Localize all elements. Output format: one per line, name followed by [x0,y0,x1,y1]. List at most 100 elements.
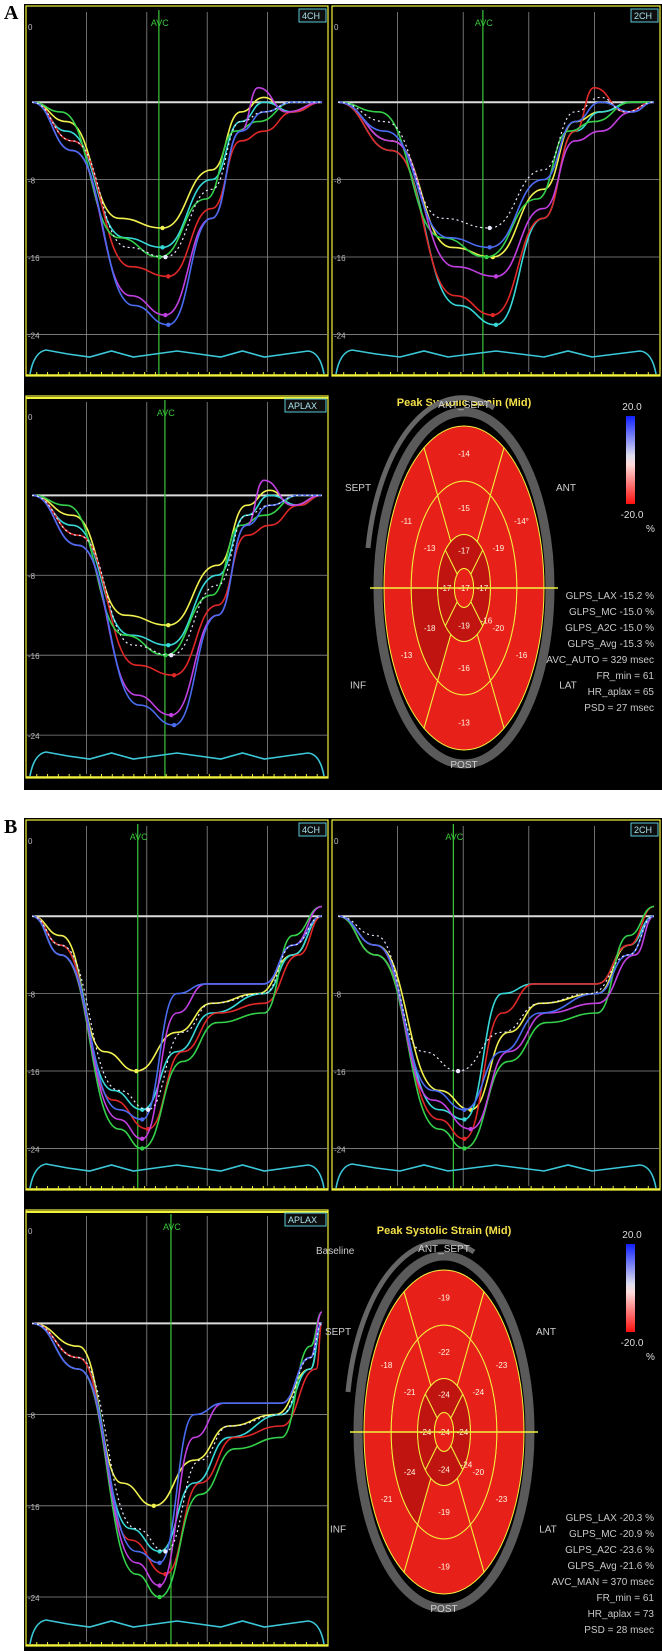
stat-line: HR_aplax = 65 [587,687,654,698]
stat-line: GLPS_MC -20.9 % [568,1529,654,1540]
peak-marker [166,322,171,327]
y-tick-label: -8 [334,991,342,1000]
peak-marker [157,1549,162,1554]
peak-marker [484,254,489,260]
segment-value: -19 [493,544,505,553]
wall-label: POST [430,1604,457,1615]
avc-label: AVC [130,832,148,842]
peak-marker [171,672,177,678]
peak-marker [151,1503,156,1509]
strain-plot-2ch: 0 -8 -16 -24 AVC 2CH [331,819,661,1191]
strain-curve [31,1322,323,1553]
wall-label: INF [350,680,366,691]
figure-label-a: A [4,2,19,24]
view-tag-badge [298,8,327,23]
wall-label: LAT [559,680,577,691]
wall-label: INF [330,1524,346,1535]
strain-curve [31,494,323,677]
view-tag-badge [284,1212,327,1227]
segment-value: -18 [381,1361,393,1370]
segment-value: -15 [458,504,470,513]
avc-label: AVC [475,18,493,28]
scale-max-label: 20.0 [622,402,642,413]
peak-marker [140,1146,145,1151]
segment-value: -23 [496,1361,508,1370]
peak-marker [171,722,177,728]
segment-value: -24 [404,1468,416,1477]
segment-value: -20 [473,1468,485,1477]
avc-label: AVC [445,832,463,842]
peak-marker [455,1068,461,1074]
y-tick-label: -8 [28,1412,36,1421]
peak-marker [145,1107,151,1112]
peak-marker [160,245,165,250]
peak-marker [157,1594,162,1600]
strain-plot-4ch: 0 -8 -16 -24 AVC 4CH [25,5,329,377]
segment-value: -14° [514,517,529,526]
stat-line: AVC_AUTO = 329 msec [546,655,654,666]
view-tag-label: 2CH [634,825,652,835]
scale-min-label: -20.0 [621,1338,644,1349]
segment-value: -19 [438,1294,450,1303]
y-tick-label: -16 [28,254,40,263]
segment-value: -16 [458,664,470,673]
segment-value: -13 [401,651,413,660]
peak-marker [462,1107,467,1112]
strain-curve [31,101,322,258]
strain-curve [31,915,323,1121]
wall-label: SEPT [325,1327,351,1338]
global-strain-stats-a: GLPS_LAX -15.2 % GLPS_MC -15.0 % GLPS_A2… [546,589,654,717]
strain-curve [337,96,655,229]
stat-line: FR_min = 61 [596,1593,654,1604]
wall-label: SEPT [345,483,371,494]
ecg-trace [29,1619,325,1645]
bullseye-title: Peak Systolic Strain (Mid) [377,1225,512,1237]
ecg-trace [29,349,325,375]
peak-marker [163,1549,168,1554]
strain-curve [31,494,322,657]
y-tick-label: -16 [334,254,346,263]
strain-curve [31,1322,323,1576]
color-scale-bar [626,416,635,504]
segment-value: -14 [458,450,470,459]
y-tick-label: 0 [28,23,33,32]
segment-value: -19 [438,1508,450,1517]
segment-value: -19 [438,1562,450,1571]
peak-marker [166,623,171,628]
scale-unit-label: % [646,1352,655,1363]
stat-line: GLPS_LAX -15.2 % [565,591,654,602]
avc-label: AVC [163,1222,181,1232]
ecg-trace [335,349,657,375]
strain-curve [31,101,322,326]
segment-value: -11 [401,517,413,526]
segment-value: -18 [424,624,436,633]
panel-a-graphics: 0 -8 -16 -24 AVC 4CH 0 -8 -16 -24 AVC 2CH 0 -8 -16 -24 A… [25,5,661,779]
view-tag-label: APLAX [288,401,317,411]
peak-marker [157,254,162,260]
wall-label: LAT [539,1524,557,1535]
ecg-trace [29,1163,325,1189]
peak-marker [169,712,174,718]
view-tag-badge [284,398,327,413]
strain-plot-aplax: 0 -8 -16 -24 AVC APLAX [25,1209,329,1647]
peak-marker [493,322,499,327]
y-tick-label: -24 [334,1145,346,1154]
stat-line: AVC_MAN = 370 msec [551,1577,654,1588]
wall-label: POST [450,760,477,771]
y-tick-label: -16 [334,1068,346,1077]
strain-plot-2ch: 0 -8 -16 -24 AVC 2CH [331,5,661,377]
strain-curve [337,86,655,316]
view-tag-badge [298,822,327,837]
avc-label: AVC [157,408,175,418]
peak-marker [462,1146,467,1151]
strain-curve [31,494,322,656]
y-tick-label: -16 [28,652,40,661]
y-tick-label: -24 [28,1145,40,1154]
scale-unit-label: % [646,524,655,535]
peak-marker [157,1560,162,1566]
strain-curve [337,101,655,249]
peak-marker [169,652,174,658]
strain-curve [337,101,654,258]
wall-label: ANT_SEPT [418,1244,470,1255]
plot-frame [25,1209,329,1647]
